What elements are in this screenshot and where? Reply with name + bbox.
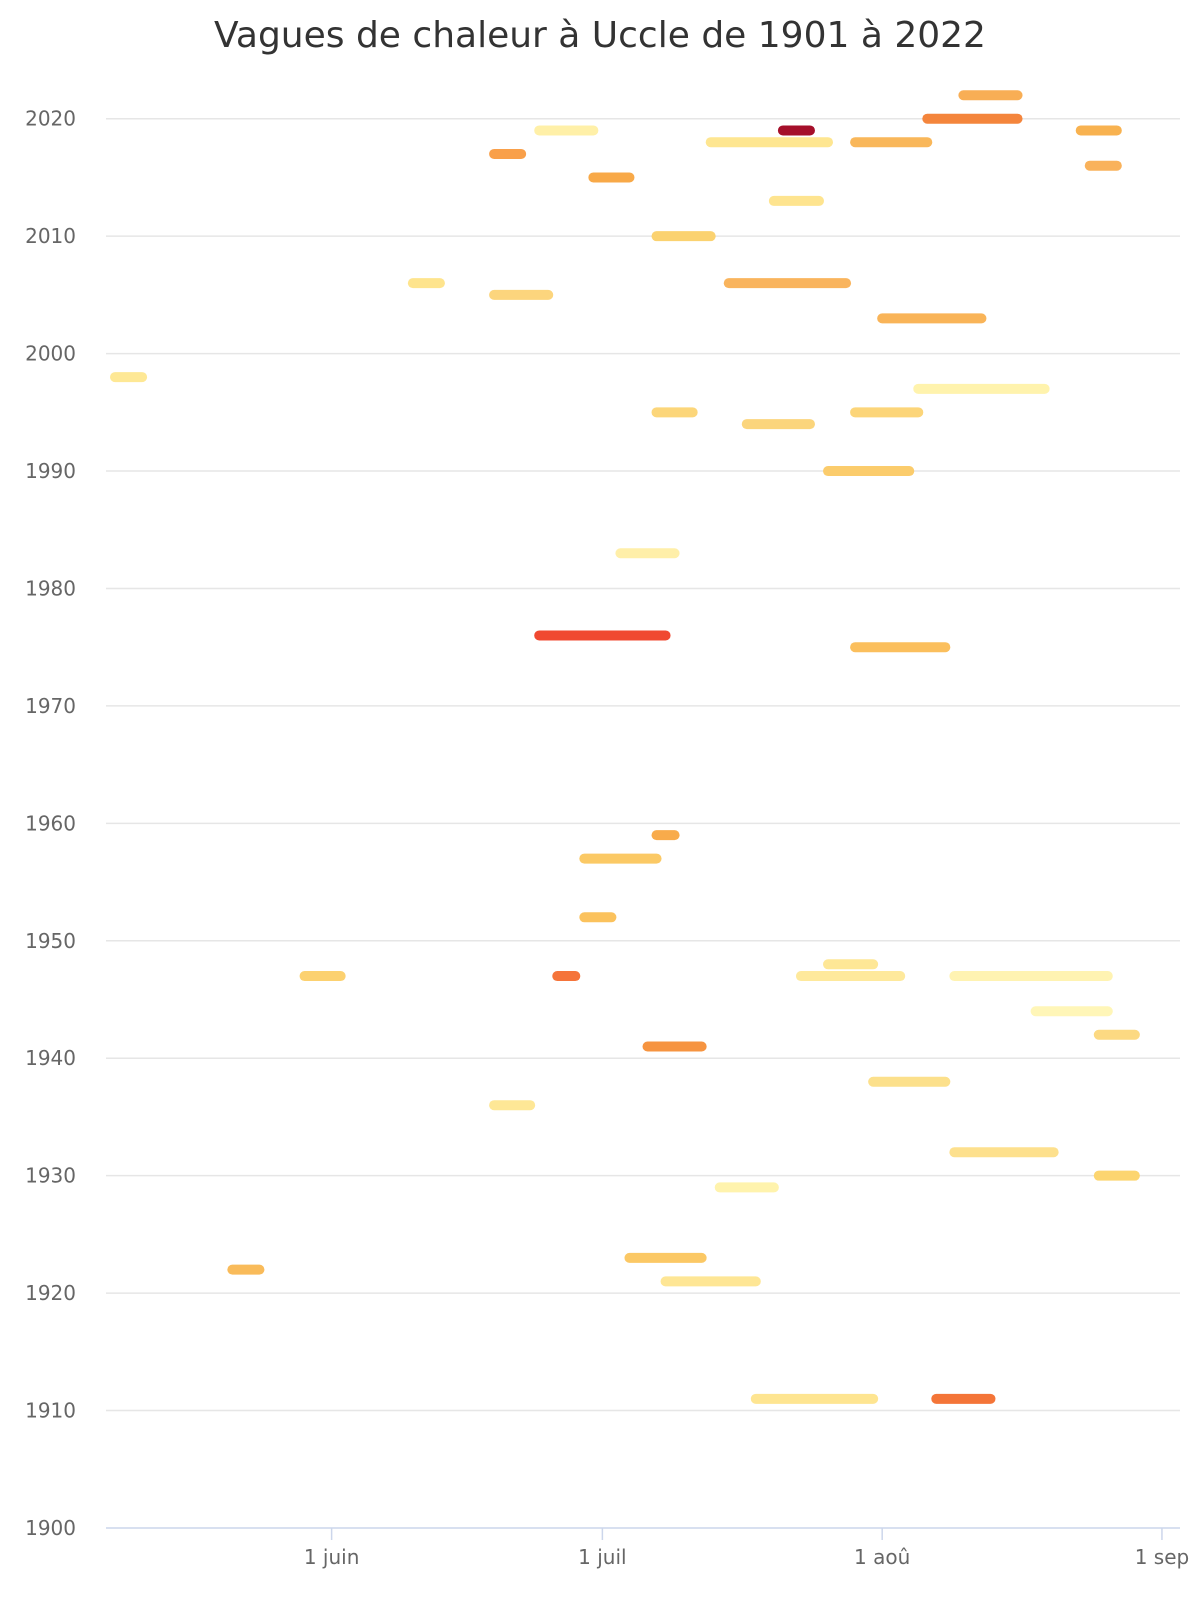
chart-title: Vagues de chaleur à Uccle de 1901 à 2022 <box>214 15 986 56</box>
y-tick-label: 1910 <box>25 1399 76 1423</box>
x-tick-label: 1 juil <box>578 1545 626 1569</box>
y-tick-label: 1960 <box>25 811 76 835</box>
y-tick-label: 2000 <box>25 342 76 366</box>
y-tick-labels: 1900 1910 1920 1930 1940 1950 1960 1970 1980 1990… <box>25 107 76 1540</box>
y-gridlines <box>106 117 1180 1412</box>
y-tick-label: 1900 <box>25 1516 76 1540</box>
x-tick-label: 1 aoû <box>854 1545 910 1569</box>
y-tick-label: 2010 <box>25 224 76 248</box>
x-ticks: 1 juin 1 juil 1 aoû 1 sep <box>304 1528 1189 1569</box>
y-tick-label: 1950 <box>25 929 76 953</box>
y-tick-label: 1930 <box>25 1164 76 1188</box>
x-tick-label: 1 sep <box>1135 1545 1190 1569</box>
y-tick-label: 1990 <box>25 459 76 483</box>
y-tick-label: 1970 <box>25 694 76 718</box>
heatwave-bars <box>110 90 1140 1404</box>
y-tick-label: 1940 <box>25 1046 76 1070</box>
x-tick-label: 1 juin <box>304 1545 360 1569</box>
y-tick-label: 2020 <box>25 107 76 131</box>
y-tick-label: 1980 <box>25 576 76 600</box>
y-tick-label: 1920 <box>25 1281 76 1305</box>
